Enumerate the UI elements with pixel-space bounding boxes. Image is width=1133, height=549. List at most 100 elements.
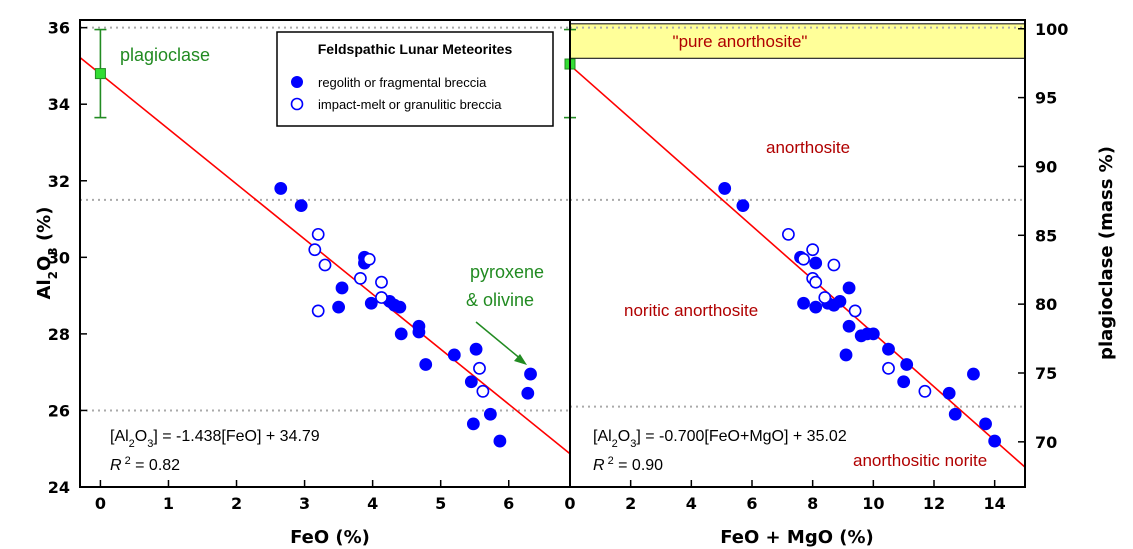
data-point-filled — [797, 296, 810, 310]
left-y-ticks: 24 26 28 30 32 34 36 — [48, 19, 87, 497]
legend-marker-filled — [291, 76, 303, 88]
anorthosite-region-label: anorthosite — [766, 138, 850, 157]
right-y-tick-label: 70 — [1035, 433, 1057, 452]
right-reference-lines — [570, 26, 1025, 408]
legend: Feldspathic Lunar Meteorites regolith or… — [276, 31, 554, 127]
data-point-open — [782, 227, 795, 241]
x-tick-label: 4 — [686, 494, 697, 513]
data-point-open — [818, 291, 832, 304]
data-point-filled — [335, 281, 349, 295]
x-tick-label: 4 — [367, 494, 378, 513]
pure-anorthosite-band — [569, 23, 1026, 59]
right-y-tick-label: 100 — [1035, 20, 1068, 39]
data-point-filled — [469, 342, 483, 356]
data-point-open — [362, 252, 376, 266]
data-point-open — [353, 271, 367, 285]
y-tick-label: 30 — [48, 248, 70, 267]
data-point-open — [797, 252, 810, 266]
x-tick-label: 1 — [163, 494, 174, 513]
data-point-filled — [419, 358, 433, 371]
regression-line — [79, 56, 571, 455]
x-tick-label: 2 — [231, 494, 242, 513]
pyroxene-label: pyroxene — [470, 262, 544, 282]
right-y-tick-label: 80 — [1035, 295, 1057, 314]
pure-anorthosite-band-rect — [569, 23, 1026, 59]
data-point-filled — [332, 300, 346, 314]
right-y-tick-label: 75 — [1035, 364, 1057, 383]
plagioclase-label: plagioclase — [120, 45, 210, 65]
data-point-filled — [833, 294, 847, 308]
x-tick-label: 3 — [299, 494, 310, 513]
data-point-open — [848, 304, 862, 318]
right-x-ticks: 0 2 4 6 8 10 12 14 — [564, 480, 1006, 513]
x-tick-label: 12 — [923, 494, 945, 513]
right-equation: [Al2O3] = -0.700[FeO+MgO] + 35.02 — [593, 428, 847, 450]
right-x-axis-label: FeO + MgO (%) — [720, 527, 874, 548]
data-point-filled — [988, 434, 1002, 448]
data-point-filled — [967, 367, 980, 381]
data-point-open — [918, 384, 932, 398]
data-point-filled — [979, 417, 992, 431]
data-point-filled — [809, 300, 823, 314]
x-tick-label: 0 — [564, 494, 575, 513]
x-tick-label: 14 — [984, 494, 1006, 513]
data-point-filled — [294, 199, 308, 213]
data-point-filled — [842, 281, 856, 295]
legend-item-impact-melt: impact-melt or granulitic breccia — [318, 97, 502, 112]
data-point-open — [473, 361, 486, 375]
left-plagioclase-errorbar — [94, 28, 107, 119]
data-point-open — [476, 384, 490, 398]
pure-anorthosite-label: "pure anorthosite" — [673, 32, 808, 51]
data-point-filled — [882, 342, 895, 356]
data-point-filled — [866, 327, 880, 341]
data-point-open — [311, 227, 325, 241]
regression-line — [569, 64, 1026, 468]
x-tick-label: 8 — [807, 494, 818, 513]
data-point-filled — [524, 367, 537, 381]
left-y-axis-label: Al2O3 (%) — [34, 207, 60, 300]
data-point-filled — [394, 327, 408, 341]
olivine-label: & olivine — [466, 290, 534, 310]
data-point-filled — [483, 407, 497, 421]
legend-item-regolith: regolith or fragmental breccia — [318, 75, 487, 90]
legend-marker-open — [290, 97, 304, 111]
x-tick-label: 6 — [746, 494, 757, 513]
data-point-open — [311, 304, 325, 318]
data-point-filled — [842, 319, 856, 333]
data-point-filled — [274, 182, 288, 195]
x-tick-label: 10 — [862, 494, 884, 513]
data-point-open — [827, 258, 841, 272]
y-tick-label: 36 — [48, 19, 70, 38]
y-tick-label: 32 — [48, 172, 70, 191]
plagioclase-marker — [94, 68, 106, 80]
data-point-open — [882, 361, 895, 375]
data-point-filled — [942, 386, 956, 400]
data-point-open — [375, 291, 388, 304]
data-point-filled — [364, 296, 378, 310]
right-panel: 0 2 4 6 8 10 12 14 100 95 90 85 80 75 70 "pure anorth… — [564, 19, 1117, 548]
data-point-filled — [412, 325, 426, 339]
left-fit-line — [79, 56, 571, 455]
right-y-axis-label: plagioclase (mass %) — [1096, 146, 1117, 360]
data-point-open — [806, 243, 820, 257]
data-point-filled — [839, 348, 853, 362]
legend-box — [276, 31, 554, 127]
data-point-open — [318, 258, 332, 272]
data-point-filled — [447, 348, 461, 362]
x-tick-label: 6 — [503, 494, 514, 513]
left-x-axis-label: FeO (%) — [290, 527, 370, 548]
data-point-filled — [948, 407, 962, 421]
data-point-filled — [718, 182, 732, 195]
data-point-filled — [897, 375, 911, 389]
data-point-open — [809, 275, 823, 289]
data-point-filled — [393, 300, 407, 314]
data-point-filled — [736, 199, 750, 213]
data-point-filled — [809, 256, 823, 270]
data-point-filled — [493, 434, 507, 448]
mafic-arrow — [475, 321, 527, 365]
data-point-filled — [464, 375, 478, 389]
noritic-anorthosite-region-label: noritic anorthosite — [624, 301, 758, 320]
data-point-open — [375, 275, 388, 289]
